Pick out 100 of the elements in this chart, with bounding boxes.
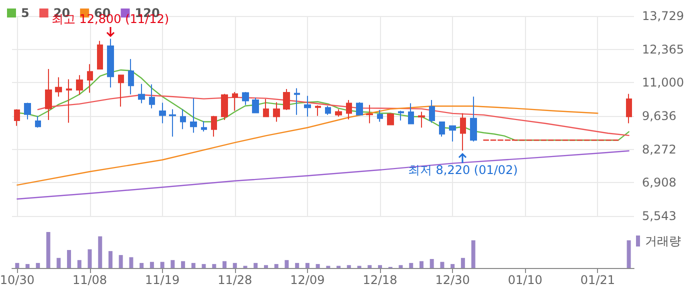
x-tick-label: 11/28 — [218, 273, 252, 287]
candlestick — [377, 110, 383, 122]
candlestick — [138, 83, 145, 104]
legend-label: 거래량 — [645, 234, 681, 248]
y-tick-label: 8,272 — [642, 142, 676, 156]
candlestick — [366, 104, 373, 124]
y-tick-label: 5,543 — [642, 209, 676, 223]
candlestick — [35, 115, 41, 128]
candlestick — [55, 76, 62, 98]
candlestick — [356, 102, 363, 116]
bar — [46, 232, 50, 268]
candlestick — [221, 93, 228, 121]
y-tick-label: 11,000 — [642, 76, 684, 90]
bar — [254, 262, 258, 268]
candlestick — [149, 84, 155, 109]
bar — [450, 264, 455, 268]
x-tick-label: 01/21 — [580, 273, 616, 287]
candlestick — [387, 112, 394, 126]
bar — [274, 264, 278, 268]
candlestick — [315, 104, 321, 116]
bar — [56, 258, 61, 268]
bar — [409, 262, 414, 268]
bar — [36, 262, 40, 268]
line-series — [37, 94, 630, 136]
candlestick — [429, 100, 435, 124]
candlestick — [304, 95, 311, 118]
bar — [626, 240, 631, 268]
candlestick — [118, 74, 124, 108]
bar — [129, 257, 134, 268]
candlestick — [408, 102, 414, 124]
candlestick — [252, 97, 259, 114]
candlestick — [242, 91, 249, 106]
bar — [77, 260, 82, 268]
legend-label: 5 — [21, 6, 30, 20]
bar — [471, 240, 476, 268]
candlestick — [128, 58, 134, 95]
bar — [212, 264, 216, 268]
candlestick — [97, 40, 103, 70]
candlestick — [87, 64, 93, 94]
bar — [284, 260, 289, 268]
bar — [170, 260, 175, 268]
bar — [430, 259, 434, 268]
bar — [26, 264, 30, 268]
candlestick — [460, 112, 466, 152]
bar — [232, 262, 237, 268]
bar — [368, 265, 372, 268]
y-tick-label: 12,365 — [642, 42, 684, 56]
bar — [88, 249, 92, 268]
x-tick-label: 11/08 — [72, 273, 108, 287]
candlestick — [398, 110, 404, 122]
candlestick — [45, 68, 52, 121]
x-tick-label: 01/10 — [508, 273, 542, 287]
candlestick — [325, 105, 331, 116]
candlestick — [470, 96, 477, 142]
bar — [160, 262, 164, 268]
bar — [460, 258, 465, 268]
candlestick — [24, 102, 31, 120]
line-series — [16, 150, 630, 200]
candlestick — [159, 102, 166, 124]
candlestick — [418, 111, 425, 128]
x-tick-label: 12/18 — [362, 273, 398, 287]
candlestick — [76, 74, 83, 96]
candlestick — [211, 115, 217, 138]
candlestick — [190, 98, 197, 134]
bar — [316, 264, 320, 268]
x-tick-label: 11/19 — [145, 273, 180, 287]
bar — [295, 262, 300, 268]
candlestick — [263, 98, 269, 118]
candlestick — [439, 122, 445, 138]
candlestick — [283, 88, 290, 111]
y-tick-label: 13,729 — [642, 9, 684, 23]
bar — [378, 265, 382, 268]
y-tick-label: 6,908 — [642, 176, 676, 190]
bar — [264, 265, 268, 268]
bar — [440, 262, 444, 268]
bar — [98, 236, 102, 268]
candlestick — [449, 125, 456, 142]
candlestick — [201, 120, 207, 132]
candlestick — [335, 108, 342, 118]
bar — [222, 261, 227, 268]
y-tick-label: 9,636 — [642, 109, 676, 123]
bar — [191, 262, 196, 268]
bar — [67, 250, 72, 268]
bar — [181, 261, 186, 268]
candlestick — [169, 108, 176, 138]
bar — [150, 262, 154, 268]
candlestick — [626, 93, 632, 124]
bar — [108, 251, 112, 268]
x-tick-label: 12/09 — [290, 273, 325, 287]
candlestick — [346, 100, 352, 120]
annotation: 최저 8,220 (01/02) — [408, 162, 518, 177]
bar — [419, 261, 424, 268]
line-series — [16, 106, 598, 186]
candlestick — [14, 108, 20, 126]
bar — [305, 262, 310, 268]
candlestick — [273, 102, 280, 122]
bar — [346, 265, 351, 268]
candlestick — [232, 91, 238, 112]
bar — [140, 262, 144, 268]
bar — [15, 262, 20, 268]
